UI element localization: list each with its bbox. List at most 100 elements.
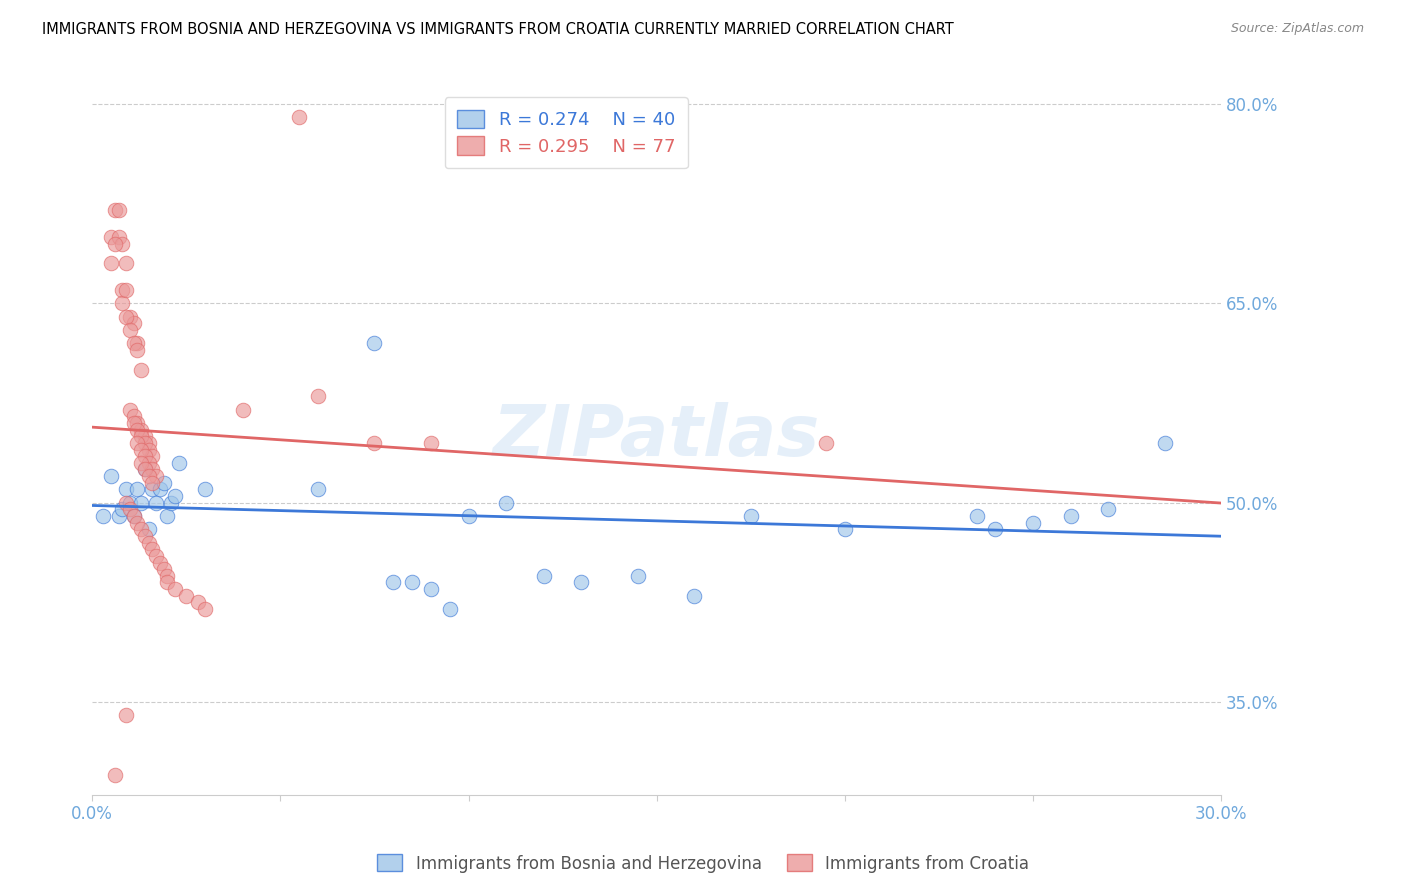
Point bbox=[187, 595, 209, 609]
Point bbox=[495, 496, 517, 510]
Point bbox=[141, 462, 163, 476]
Point bbox=[814, 436, 837, 450]
Point bbox=[100, 469, 122, 483]
Point bbox=[627, 569, 650, 583]
Point bbox=[122, 336, 145, 351]
Point bbox=[138, 436, 160, 450]
Point bbox=[118, 402, 141, 417]
Point bbox=[118, 502, 141, 516]
Point bbox=[984, 522, 1007, 536]
Point bbox=[145, 549, 167, 563]
Text: Source: ZipAtlas.com: Source: ZipAtlas.com bbox=[1230, 22, 1364, 36]
Point bbox=[118, 496, 141, 510]
Point bbox=[156, 575, 179, 590]
Point bbox=[115, 708, 138, 723]
Point bbox=[127, 416, 149, 430]
Point bbox=[118, 323, 141, 337]
Point bbox=[141, 483, 163, 497]
Text: IMMIGRANTS FROM BOSNIA AND HERZEGOVINA VS IMMIGRANTS FROM CROATIA CURRENTLY MARR: IMMIGRANTS FROM BOSNIA AND HERZEGOVINA V… bbox=[42, 22, 953, 37]
Point bbox=[156, 508, 179, 523]
Point bbox=[138, 456, 160, 470]
Point bbox=[122, 508, 145, 523]
Point bbox=[307, 483, 329, 497]
Point bbox=[115, 310, 138, 324]
Point bbox=[134, 462, 156, 476]
Point bbox=[100, 230, 122, 244]
Point bbox=[127, 483, 149, 497]
Point bbox=[134, 429, 156, 443]
Point bbox=[107, 230, 129, 244]
Point bbox=[138, 535, 160, 549]
Point bbox=[129, 429, 152, 443]
Legend: R = 0.274    N = 40, R = 0.295    N = 77: R = 0.274 N = 40, R = 0.295 N = 77 bbox=[444, 97, 688, 169]
Point bbox=[288, 111, 311, 125]
Point bbox=[160, 496, 183, 510]
Point bbox=[152, 562, 174, 576]
Point bbox=[167, 456, 190, 470]
Point bbox=[419, 582, 441, 596]
Point bbox=[100, 256, 122, 270]
Point bbox=[194, 602, 217, 616]
Point bbox=[533, 569, 555, 583]
Point bbox=[834, 522, 856, 536]
Point bbox=[127, 516, 149, 530]
Point bbox=[127, 343, 149, 357]
Text: ZIPatlas: ZIPatlas bbox=[494, 401, 820, 471]
Point bbox=[122, 409, 145, 424]
Point bbox=[363, 336, 385, 351]
Point bbox=[149, 483, 172, 497]
Point bbox=[129, 522, 152, 536]
Point bbox=[134, 436, 156, 450]
Point bbox=[683, 589, 706, 603]
Point bbox=[115, 496, 138, 510]
Legend: Immigrants from Bosnia and Herzegovina, Immigrants from Croatia: Immigrants from Bosnia and Herzegovina, … bbox=[371, 847, 1035, 880]
Point bbox=[457, 508, 479, 523]
Point bbox=[107, 508, 129, 523]
Point bbox=[138, 522, 160, 536]
Point bbox=[129, 363, 152, 377]
Point bbox=[138, 469, 160, 483]
Point bbox=[363, 436, 385, 450]
Point bbox=[232, 402, 254, 417]
Point bbox=[439, 602, 461, 616]
Point bbox=[129, 456, 152, 470]
Point bbox=[115, 283, 138, 297]
Point bbox=[115, 483, 138, 497]
Point bbox=[145, 496, 167, 510]
Point bbox=[1153, 436, 1175, 450]
Point bbox=[93, 508, 115, 523]
Point bbox=[163, 582, 186, 596]
Point bbox=[141, 475, 163, 490]
Point bbox=[122, 416, 145, 430]
Point bbox=[104, 768, 127, 782]
Point bbox=[194, 483, 217, 497]
Point bbox=[104, 203, 127, 218]
Point bbox=[401, 575, 423, 590]
Point bbox=[141, 542, 163, 557]
Point bbox=[307, 389, 329, 403]
Point bbox=[134, 449, 156, 463]
Point bbox=[141, 449, 163, 463]
Point bbox=[127, 436, 149, 450]
Point bbox=[104, 236, 127, 251]
Point bbox=[118, 310, 141, 324]
Point bbox=[122, 316, 145, 330]
Point bbox=[152, 475, 174, 490]
Point bbox=[1059, 508, 1081, 523]
Point bbox=[1097, 502, 1119, 516]
Point bbox=[134, 529, 156, 543]
Point bbox=[111, 296, 134, 310]
Point bbox=[127, 336, 149, 351]
Point bbox=[571, 575, 593, 590]
Point bbox=[174, 589, 197, 603]
Point bbox=[122, 508, 145, 523]
Point bbox=[163, 489, 186, 503]
Point bbox=[156, 569, 179, 583]
Point bbox=[966, 508, 988, 523]
Point bbox=[382, 575, 405, 590]
Point bbox=[129, 496, 152, 510]
Point bbox=[145, 469, 167, 483]
Point bbox=[127, 423, 149, 437]
Point bbox=[419, 436, 441, 450]
Point bbox=[149, 556, 172, 570]
